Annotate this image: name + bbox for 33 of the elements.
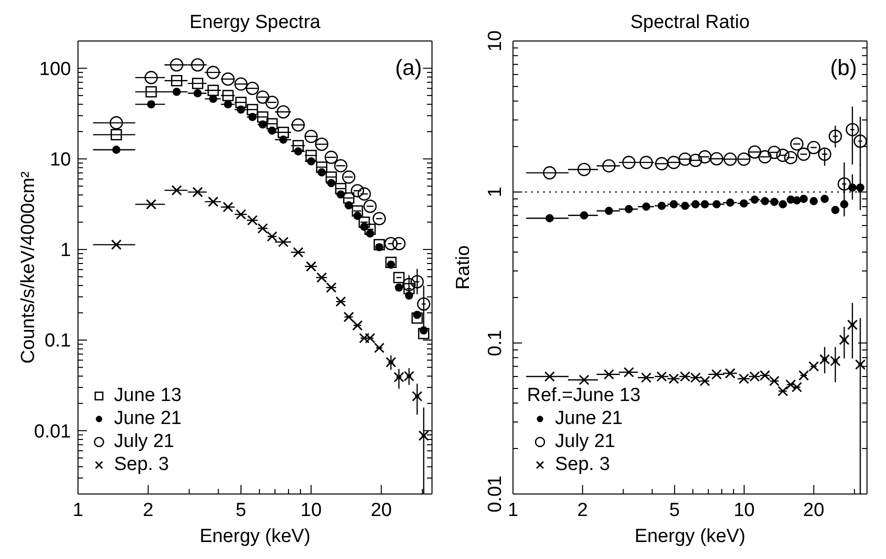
y-tick-label: 0.1 [485,330,506,356]
annotation: (a) [395,55,422,81]
y-tick-label: 100 [39,58,71,80]
x-tick-label: 10 [300,500,322,521]
annotation: (b) [830,55,857,81]
y-tick-label: 0.1 [44,330,71,352]
x-tick-label: 5 [236,500,246,521]
x-tick-label: 20 [803,500,824,521]
y-tick-label: 0.01 [485,476,506,512]
x-tick-label: 2 [577,500,588,521]
legend-label: July 21 [114,430,174,453]
legend-label: June 13 [114,384,182,407]
x-tick-label: 10 [734,500,755,521]
y-axis-title: Counts/s/keV/4000cm² [18,171,38,364]
legend-label: Sep. 3 [555,453,610,476]
x-tick-label: 5 [669,500,680,521]
x-tick-label: 20 [370,500,392,521]
y-tick-label: 10 [50,150,71,171]
x-tick-label: 2 [142,500,154,521]
y-tick-label: 10 [485,30,506,52]
y-tick-label: 1 [485,186,506,198]
legend-label: Sep. 3 [114,453,169,476]
legend-label: June 21 [555,407,623,430]
chart-title: Spectral Ratio [629,12,751,34]
legend-title: Ref.=June 13 [527,384,641,407]
y-axis-title: Ratio [452,245,474,290]
y-tick-label: 0.01 [34,421,71,442]
legend-label: July 21 [555,430,616,453]
legend-label: June 21 [114,407,182,430]
y-tick-label: 1 [60,240,71,262]
x-axis-title: Energy (keV) [200,526,310,547]
x-axis-title: Energy (keV) [634,526,746,547]
chart-title: Energy Spectra [188,12,322,34]
